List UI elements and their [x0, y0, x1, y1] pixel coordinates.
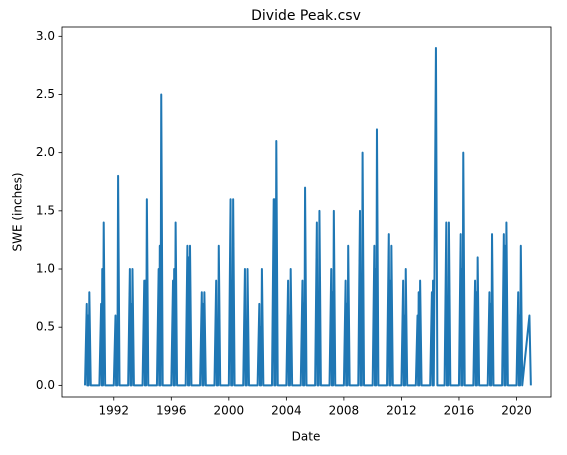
y-tick-label: 1.5	[36, 203, 55, 217]
y-tick-label: 0.5	[36, 320, 55, 334]
x-tick-label: 2008	[329, 404, 360, 418]
x-tick-label: 2020	[501, 404, 532, 418]
x-tick-label: 2012	[386, 404, 417, 418]
chart-title: Divide Peak.csv	[251, 8, 361, 24]
x-tick-label: 2004	[271, 404, 302, 418]
x-tick-label: 2016	[444, 404, 475, 418]
y-tick-label: 3.0	[36, 29, 55, 43]
x-axis-label: Date	[292, 430, 321, 444]
y-tick-label: 2.5	[36, 87, 55, 101]
x-tick-label: 1996	[156, 404, 187, 418]
y-tick-label: 2.0	[36, 145, 55, 159]
data-line	[84, 46, 532, 387]
y-tick-label: 1.0	[36, 262, 55, 276]
y-tick-label: 0.0	[36, 378, 55, 392]
x-tick-label: 2000	[214, 404, 245, 418]
y-axis-label: SWE (inches)	[11, 172, 25, 251]
axes-frame	[61, 26, 552, 398]
x-tick-label: 1992	[99, 404, 130, 418]
